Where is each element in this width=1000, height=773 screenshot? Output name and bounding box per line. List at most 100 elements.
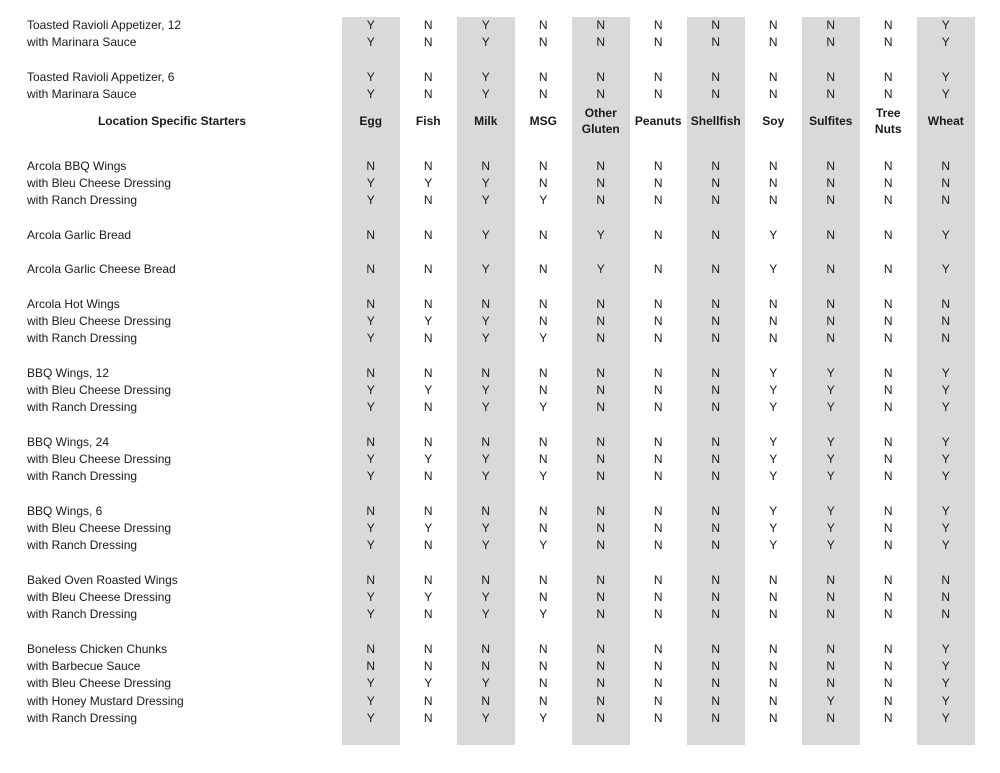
cell-peanuts: N [653,538,663,553]
column-header-label: MSG [529,114,557,129]
cell-peanuts: N [653,365,663,380]
cell-shellfish: N [711,87,721,101]
cell-sulfites: N [826,710,836,725]
cell-other-gluten: N [596,521,606,535]
item-name: with Bleu Cheese Dressing [27,590,172,604]
cell-soy: N [768,69,778,84]
cell-fish: N [423,434,433,449]
cell-shellfish: N [711,400,721,415]
column-header-label: Shellfish [690,114,741,129]
item-name: Arcola Garlic Cheese Bread [27,262,176,277]
cell-egg: N [366,572,376,587]
cell-wheat: Y [941,521,950,535]
column-header-label: Fish [415,114,441,129]
cell-tree-nuts: N [883,590,893,604]
table-row: Toasted Ravioli Appetizer, 6 Y N Y N N N N N N N Y [0,69,1000,86]
cell-peanuts: N [653,452,663,466]
cell-peanuts: N [653,607,663,622]
cell-wheat: N [941,158,951,173]
cell-msg: Y [539,538,548,553]
cell-shellfish: N [711,452,721,466]
cell-milk: Y [481,400,490,415]
cell-shellfish: N [711,176,721,190]
cell-soy: N [768,87,778,101]
cell-fish: N [423,331,433,346]
column-header-shellfish: Shellfish [687,103,745,139]
cell-msg: N [538,35,548,50]
cell-soy: N [768,176,778,190]
cell-egg: Y [366,538,375,553]
cell-sulfites: N [826,607,836,622]
column-header-peanuts: Peanuts [630,103,688,139]
cell-egg: N [366,434,376,449]
cell-milk: Y [481,590,490,604]
cell-msg: N [538,434,548,449]
table-row: Arcola Garlic Cheese Bread N N Y N Y N N Y N N Y [0,261,1000,278]
cell-fish: N [423,659,433,673]
cell-sulfites: Y [826,693,835,708]
cell-other-gluten: N [596,176,606,190]
cell-milk: Y [481,87,490,101]
allergen-table: Toasted Ravioli Appetizer, 12 Y N Y N N N N N N N Y… [0,17,1000,727]
cell-sulfites: N [826,641,836,656]
cell-tree-nuts: N [883,262,893,277]
cell-milk: Y [481,383,490,397]
cell-msg: N [538,87,548,101]
item-name: BBQ Wings, 12 [27,365,110,380]
cell-egg: Y [366,35,375,50]
cell-sulfites: N [826,590,836,604]
cell-msg: N [538,314,548,328]
table-row: with Ranch Dressing Y N Y Y N N N N N N N [0,330,1000,347]
cell-milk: Y [481,69,490,84]
cell-shellfish: N [711,659,721,673]
table-row: with Ranch Dressing Y N Y Y N N N Y Y N Y [0,399,1000,416]
cell-milk: Y [481,607,490,622]
cell-peanuts: N [653,590,663,604]
column-header-msg: MSG [515,103,573,139]
cell-wheat: N [941,176,951,190]
column-header-fish: Fish [400,103,458,139]
cell-fish: N [423,35,433,50]
cell-sulfites: N [826,572,836,587]
cell-fish: N [423,503,433,518]
cell-wheat: Y [941,365,950,380]
column-header-other-gluten: Other Gluten [572,103,630,139]
item-name: with Bleu Cheese Dressing [27,383,172,397]
cell-milk: Y [481,176,490,190]
cell-tree-nuts: N [883,607,893,622]
cell-soy: N [768,331,778,346]
cell-peanuts: N [653,35,663,50]
cell-shellfish: N [711,538,721,553]
table-row: with Barbecue Sauce N N N N N N N N N N Y [0,658,1000,675]
cell-other-gluten: N [596,693,606,708]
column-header-soy: Soy [745,103,803,139]
cell-shellfish: N [711,607,721,622]
cell-egg: Y [366,693,375,708]
cell-fish: N [423,538,433,553]
cell-tree-nuts: N [883,693,893,708]
cell-shellfish: N [711,383,721,397]
cell-sulfites: Y [826,503,835,518]
cell-msg: Y [539,331,548,346]
cell-milk: Y [481,314,490,328]
cell-sulfites: N [826,35,836,50]
item-name: Arcola BBQ Wings [27,158,127,173]
cell-soy: N [768,710,778,725]
cell-tree-nuts: N [883,227,893,242]
cell-soy: N [768,296,778,311]
cell-shellfish: N [711,314,721,328]
cell-sulfites: N [826,176,836,190]
item-name: BBQ Wings, 24 [27,434,110,449]
cell-peanuts: N [653,469,663,484]
cell-fish: N [423,710,433,725]
cell-peanuts: N [653,158,663,173]
cell-sulfites: N [826,262,836,277]
table-row: Toasted Ravioli Appetizer, 12 Y N Y N N N N N N N Y [0,17,1000,34]
item-name: BBQ Wings, 6 [27,503,103,518]
item-name: with Honey Mustard Dressing [27,693,184,708]
cell-milk: Y [481,521,490,535]
table-row: with Ranch Dressing Y N Y Y N N N N N N N [0,192,1000,209]
cell-other-gluten: N [596,365,606,380]
cell-msg: N [538,452,548,466]
cell-milk: Y [481,331,490,346]
